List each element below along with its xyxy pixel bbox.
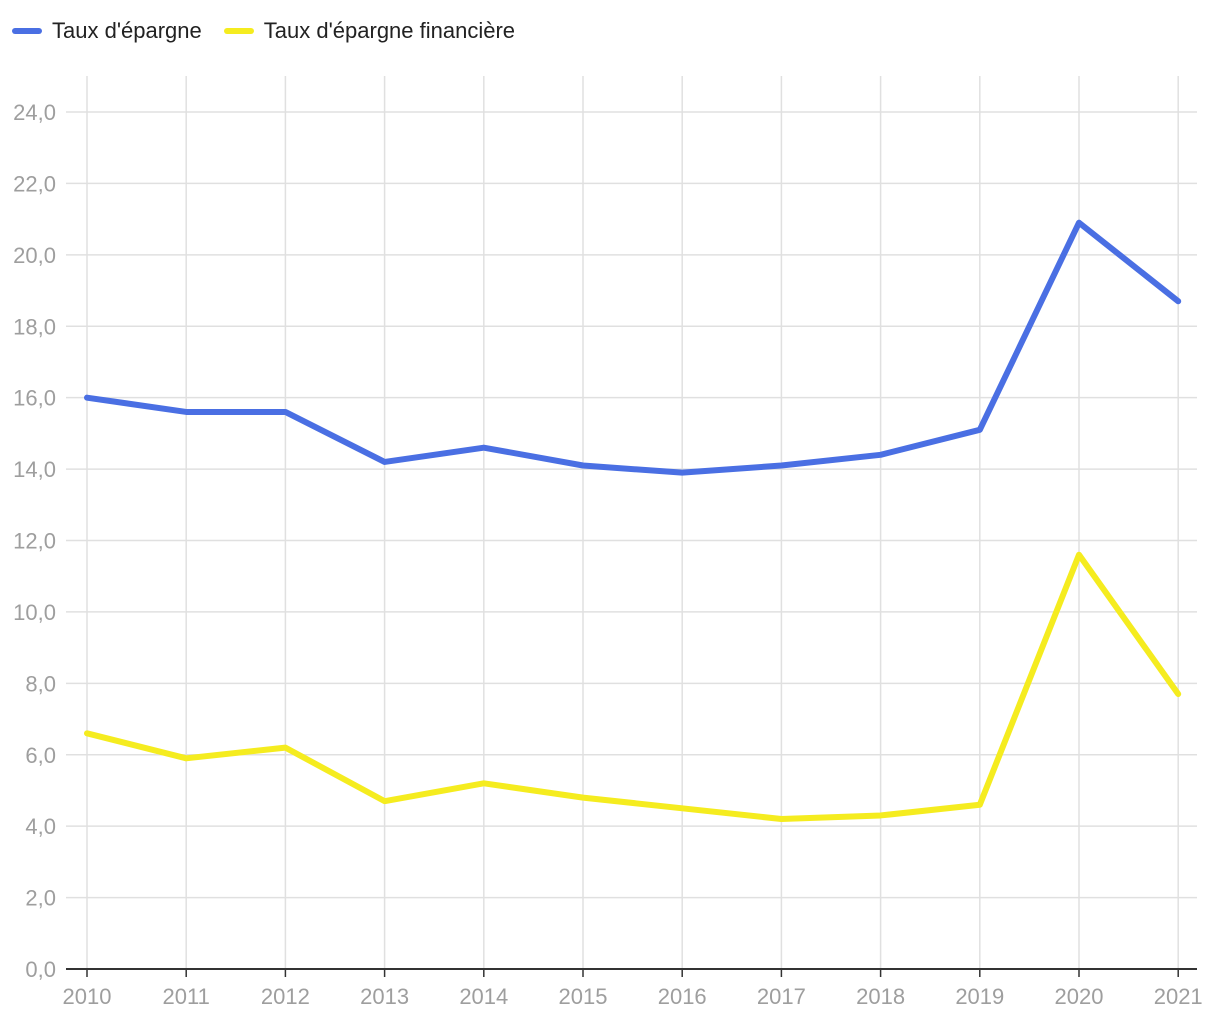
y-tick-label: 4,0 xyxy=(25,814,56,839)
y-tick-label: 14,0 xyxy=(13,457,56,482)
x-tick-label: 2020 xyxy=(1055,984,1104,1009)
x-tick-label: 2013 xyxy=(360,984,409,1009)
series-line-0 xyxy=(84,219,1182,476)
x-tick-label: 2016 xyxy=(658,984,707,1009)
y-tick-label: 2,0 xyxy=(25,886,56,911)
x-tick-label: 2011 xyxy=(163,984,210,1009)
x-tick-label: 2012 xyxy=(261,984,310,1009)
y-axis-ticks: 0,0 2,0 4,0 6,0 8,0 10,0 12,0 14,0 16,0 18,0 20,0 2… xyxy=(13,100,56,982)
x-tick-label: 2021 xyxy=(1154,984,1203,1009)
y-tick-label: 8,0 xyxy=(25,671,56,696)
y-tick-label: 0,0 xyxy=(25,957,56,982)
y-tick-label: 20,0 xyxy=(13,243,56,268)
y-tick-label: 22,0 xyxy=(13,171,56,196)
chart-legend: Taux d'épargne Taux d'épargne financière xyxy=(12,18,515,44)
x-tick-label: 2010 xyxy=(63,984,112,1009)
y-tick-label: 12,0 xyxy=(13,529,56,554)
y-tick-label: 10,0 xyxy=(13,600,56,625)
y-tick-label: 6,0 xyxy=(25,743,56,768)
legend-label: Taux d'épargne financière xyxy=(263,18,516,43)
x-tick-label: 2019 xyxy=(955,984,1004,1009)
y-tick-label: 24,0 xyxy=(13,100,56,125)
x-tick-label: 2018 xyxy=(856,984,905,1009)
x-axis-ticks: 2010 2011 2012 2013 2014 2015 2016 2017 2018 2019… xyxy=(63,984,1203,1009)
legend-swatch-blue xyxy=(12,28,42,34)
legend-item-taux-epargne[interactable]: Taux d'épargne xyxy=(12,18,202,44)
x-tick-label: 2014 xyxy=(459,984,508,1009)
y-tick-label: 18,0 xyxy=(13,314,56,339)
x-tick-label: 2017 xyxy=(757,984,806,1009)
x-tick-label: 2015 xyxy=(559,984,608,1009)
series-lines xyxy=(84,219,1182,823)
legend-item-taux-epargne-financiere[interactable]: Taux d'épargne financière xyxy=(223,18,516,44)
y-tick-label: 16,0 xyxy=(13,386,56,411)
series-line-1 xyxy=(84,551,1182,823)
grid-lines xyxy=(66,76,1197,977)
legend-label: Taux d'épargne xyxy=(52,18,202,43)
legend-swatch-yellow xyxy=(223,28,254,34)
